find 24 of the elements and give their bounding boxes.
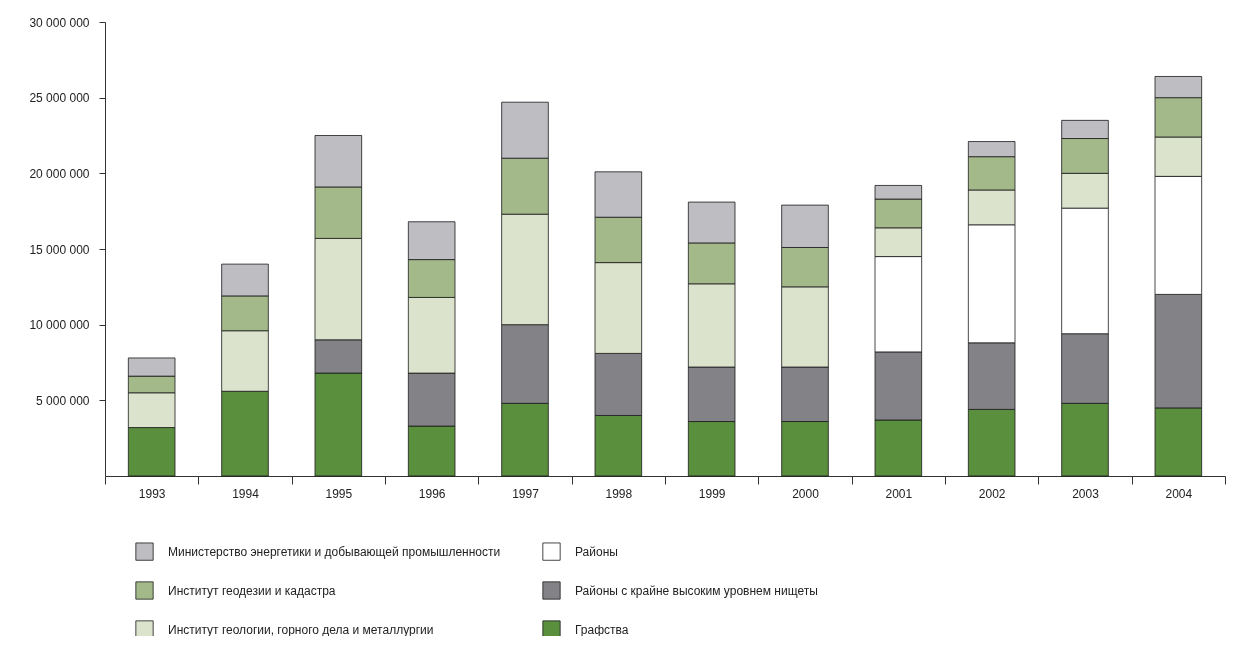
- x-tick-label: 1993: [138, 486, 166, 501]
- legend-label: Районы с крайне высоким уровнем нищеты: [575, 583, 818, 598]
- x-tick-label: 2003: [1072, 486, 1100, 501]
- y-tick-label: 5 000 000: [36, 393, 90, 408]
- y-tick-label: 30 000 000: [29, 15, 90, 30]
- legend-label: Институт геологии, горного дела и металлургии: [168, 622, 434, 637]
- x-tick-label: 2000: [792, 486, 820, 501]
- x-tick-label: 2002: [978, 486, 1006, 501]
- x-tick-label: 1994: [232, 486, 260, 501]
- y-tick-label: 25 000 000: [29, 91, 90, 106]
- x-tick-label: 2001: [885, 486, 913, 501]
- y-tick-label: 10 000 000: [29, 318, 90, 333]
- x-tick-label: 1996: [418, 486, 446, 501]
- legend-label: Институт геодезии и кадастра: [168, 583, 336, 598]
- x-tick-label: 1997: [512, 486, 540, 501]
- legend-label: Районы: [575, 544, 618, 559]
- x-tick-label: 1999: [698, 486, 726, 501]
- legend-label: Графства: [575, 622, 629, 637]
- legend-label: Министерство энергетики и добывающей промышленности: [168, 544, 501, 559]
- y-tick-label: 15 000 000: [29, 242, 90, 257]
- x-tick-label: 1995: [325, 486, 353, 501]
- y-tick-label: 20 000 000: [29, 166, 90, 181]
- x-tick-label: 2004: [1165, 486, 1193, 501]
- x-tick-label: 1998: [605, 486, 633, 501]
